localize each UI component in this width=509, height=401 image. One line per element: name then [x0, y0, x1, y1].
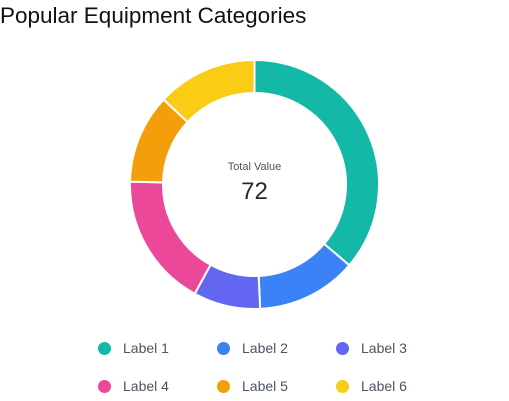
legend-swatch — [98, 379, 111, 393]
legend-swatch — [336, 379, 349, 393]
donut-slice-6[interactable] — [162, 58, 256, 124]
legend-item-label-5[interactable]: Label 5 — [217, 374, 288, 398]
donut-chart — [129, 58, 380, 310]
donut-slice-2[interactable] — [257, 242, 351, 310]
legend-label: Label 5 — [242, 378, 288, 394]
center-total-label: Total Value — [227, 161, 282, 173]
legend-swatch — [336, 341, 349, 355]
center-total-value: 72 — [241, 178, 268, 205]
legend-label: Label 2 — [242, 340, 288, 356]
legend-item-label-1[interactable]: Label 1 — [98, 336, 169, 360]
legend-label: Label 3 — [361, 340, 407, 356]
legend-label: Label 6 — [361, 378, 407, 394]
legend-item-label-3[interactable]: Label 3 — [336, 336, 407, 360]
legend-item-label-4[interactable]: Label 4 — [98, 374, 169, 398]
legend-item-label-6[interactable]: Label 6 — [336, 374, 407, 398]
legend-item-label-2[interactable]: Label 2 — [217, 336, 288, 360]
chart-title: Popular Equipment Categories — [0, 3, 307, 28]
legend-swatch — [217, 379, 230, 393]
legend-swatch — [98, 341, 111, 355]
legend-label: Label 1 — [123, 340, 169, 356]
legend-label: Label 4 — [123, 378, 169, 394]
legend-swatch — [217, 341, 230, 355]
